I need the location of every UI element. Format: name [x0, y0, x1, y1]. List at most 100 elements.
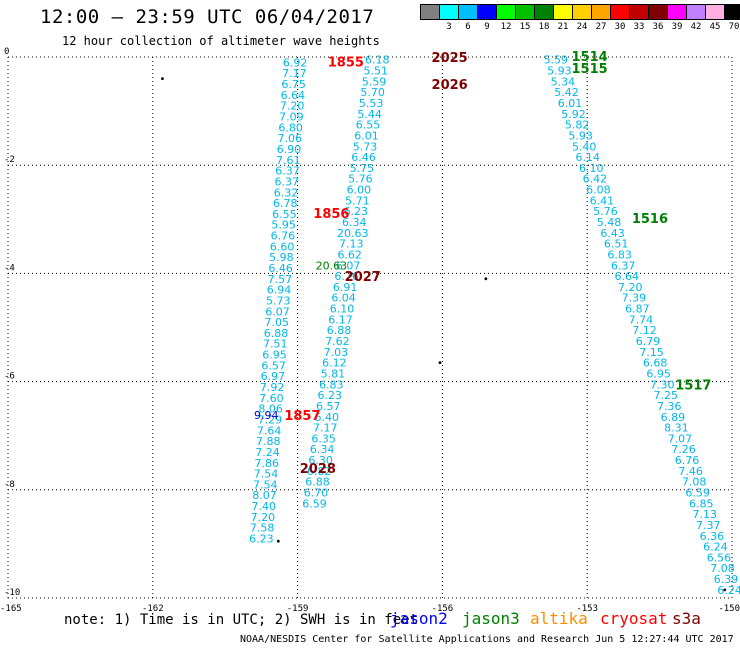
- wave-height-value: 6.59: [685, 487, 710, 500]
- wave-height-value: 5.59: [362, 75, 387, 88]
- legend-label: 33: [633, 22, 645, 32]
- wave-height-value: 6.36: [700, 530, 725, 543]
- wave-height-value: 7.64: [257, 424, 282, 437]
- wave-height-value: 6.35: [311, 432, 336, 445]
- wave-height-value: 7.15: [639, 346, 664, 359]
- wave-height-value: 6.88: [305, 476, 330, 489]
- wave-height-value: 6.87: [625, 303, 650, 316]
- wave-height-value: 6.76: [271, 230, 296, 243]
- satellite-legend-item: jason3: [462, 609, 520, 628]
- wave-height-value: 6.34: [310, 443, 335, 456]
- wave-height-value: 7.24: [255, 446, 280, 459]
- wave-height-value: 6.39: [714, 573, 739, 586]
- wave-height-value: 6.79: [636, 335, 661, 348]
- wave-height-value: 6.00: [347, 184, 372, 197]
- wave-height-value: 7.54: [254, 468, 279, 481]
- wave-height-value: 6.32: [274, 186, 299, 199]
- wave-height-value: 5.42: [554, 86, 579, 99]
- legend-label: 42: [690, 22, 702, 32]
- wave-height-value: 5.53: [359, 97, 384, 110]
- wave-height-value-highlight: 9.94: [254, 409, 279, 422]
- wave-height-value: 5.51: [363, 65, 388, 78]
- wave-height-value: 5.44: [357, 108, 382, 121]
- pass-time-label: 1514: [572, 50, 608, 65]
- wave-height-value: 7.17: [282, 67, 307, 80]
- legend-label: 39: [671, 22, 683, 32]
- wave-height-value: 7.30: [650, 378, 675, 391]
- wave-height-value: 7.06: [278, 132, 303, 145]
- island-marker: [438, 361, 442, 365]
- x-tick-label: -159: [287, 604, 309, 614]
- wave-height-value: 6.30: [308, 454, 333, 467]
- wave-height-value: 8.31: [664, 422, 689, 435]
- y-tick-label: -10: [4, 588, 20, 598]
- wave-height-value-highlight: 20.63: [316, 259, 348, 272]
- satellite-legend-item: jason2: [390, 609, 448, 628]
- wave-height-value: 6.46: [351, 151, 376, 164]
- wave-height-value: 6.75: [281, 78, 306, 91]
- pass-time-label: 1515: [572, 62, 608, 77]
- wave-height-value: 6.23: [318, 389, 343, 402]
- wave-height-value: 6.01: [558, 97, 583, 110]
- wave-height-value: 7.20: [280, 100, 305, 113]
- legend-label: 6: [465, 22, 471, 32]
- wave-height-value: 7.51: [263, 338, 288, 351]
- footer-note: note: 1) Time is in UTC; 2) SWH is in fe…: [64, 612, 419, 628]
- wave-height-value: 6.82: [307, 465, 332, 478]
- wave-height-value: 6.57: [261, 359, 286, 372]
- satellite-legend-item: altika: [530, 609, 588, 628]
- wave-height-value: 5.59: [544, 54, 569, 67]
- legend-swatch: 27: [591, 4, 611, 32]
- pass-time-label: 2028: [300, 462, 336, 477]
- wave-height-value: 7.20: [618, 281, 643, 294]
- wave-height-value: 6.55: [272, 208, 297, 221]
- y-tick-label: -2: [4, 155, 15, 165]
- wave-height-value: 7.12: [632, 324, 657, 337]
- wave-height-value: 6.95: [262, 349, 287, 362]
- wave-height-value: 7.88: [256, 435, 281, 448]
- legend-swatch: 70: [724, 4, 740, 32]
- wave-height-value: 6.91: [333, 281, 358, 294]
- wave-height-value: 8.06: [258, 403, 283, 416]
- wave-height-value: 6.89: [661, 411, 686, 424]
- wave-height-value: 6.64: [281, 89, 306, 102]
- x-tick-label: -156: [432, 604, 454, 614]
- wave-height-value: 7.40: [251, 500, 276, 513]
- legend-swatch: 45: [705, 4, 725, 32]
- page-subtitle: 12 hour collection of altimeter wave hei…: [62, 34, 380, 48]
- wave-height-value: 6.23: [344, 205, 369, 218]
- wave-height-value: 6.94: [267, 284, 292, 297]
- wave-height-value: 6.10: [579, 162, 604, 175]
- wave-height-value: 5.70: [360, 86, 385, 99]
- wave-height-value: 6.56: [707, 551, 732, 564]
- wave-height-value: 7.17: [313, 422, 338, 435]
- pass-time-label: 2025: [432, 51, 468, 66]
- satellite-legend-item: s3a: [672, 609, 701, 628]
- island-marker: [723, 588, 727, 592]
- wave-height-value: 6.01: [354, 129, 379, 142]
- y-tick-label: -4: [4, 263, 15, 273]
- island-marker: [161, 77, 164, 81]
- wave-height-value: 7.08: [710, 562, 735, 575]
- wave-height-value: 6.95: [646, 367, 671, 380]
- wave-height-value: 6.55: [356, 119, 381, 132]
- wave-height-value: 6.07: [336, 259, 361, 272]
- wave-height-value: 20.63: [337, 227, 369, 240]
- legend-label: 27: [595, 22, 607, 32]
- wave-height-value: 6.62: [337, 248, 362, 261]
- wave-height-value: 7.46: [678, 465, 703, 478]
- wave-height-value: 6.24: [717, 584, 740, 597]
- wave-height-value: 7.54: [253, 478, 278, 491]
- wave-height-value: 7.08: [682, 476, 707, 489]
- wave-height-value: 6.37: [275, 165, 300, 178]
- wave-height-value: 6.12: [322, 357, 347, 370]
- wave-height-value: 7.86: [255, 457, 280, 470]
- wave-height-value: 6.37: [274, 175, 299, 188]
- wave-height-value: 6.23: [249, 532, 274, 545]
- wave-height-value: 5.92: [561, 108, 586, 121]
- credit-line: NOAA/NESDIS Center for Satellite Applica…: [240, 634, 734, 645]
- wave-height-value: 7.62: [325, 335, 350, 348]
- wave-height-value: 7.36: [657, 400, 682, 413]
- wave-height-value: 7.74: [629, 313, 654, 326]
